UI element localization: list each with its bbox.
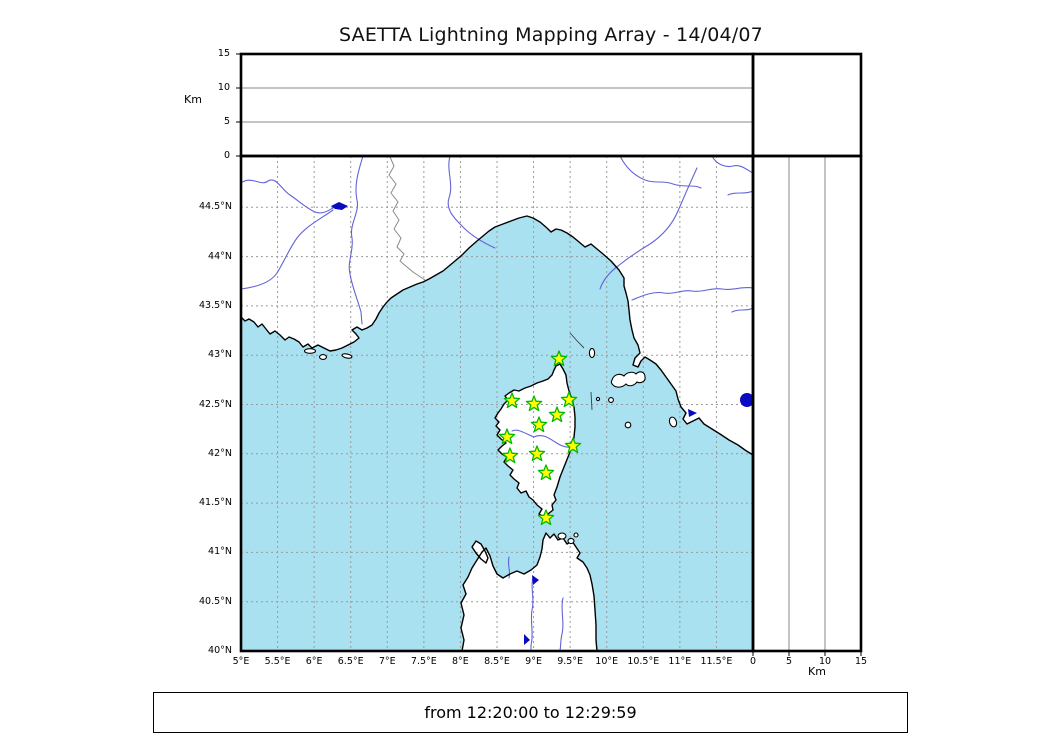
station-marker (525, 395, 543, 412)
altitude-panel-gridlines (788, 156, 826, 651)
station-marker (501, 447, 519, 464)
figure-title: SAETTA Lightning Mapping Array - 14/04/0… (339, 24, 763, 46)
time-range-text: from 12:20:00 to 12:29:59 (424, 703, 637, 722)
lon-tick-label: 5.5°E (264, 656, 291, 667)
lagoon-orbetello (688, 409, 697, 417)
sea-marks (569, 332, 593, 411)
lakes (331, 202, 753, 645)
altitude-panel-gridlines (241, 87, 753, 123)
panel-frames (239, 52, 863, 653)
station-marker (564, 437, 582, 454)
small-islands (303, 347, 678, 545)
corner-box (753, 54, 861, 156)
lake-serre-poncon (331, 202, 348, 210)
lon-tick-label: 8°E (452, 656, 469, 667)
altitude-axis-label-left: Km (184, 93, 202, 106)
station-marker (530, 416, 548, 433)
lake-coghinas (532, 575, 539, 585)
station-markers (498, 350, 582, 526)
station-marker (560, 391, 578, 408)
alt-tick-label-left: 5 (223, 116, 230, 127)
altitude-latitude-panel (753, 156, 861, 651)
lon-tick-label: 8.5°E (484, 656, 510, 667)
altitude-longitude-panel (241, 54, 753, 156)
lat-tick-label: 41°N (208, 546, 232, 558)
alt-tick-label-right: 10 (818, 656, 832, 667)
lat-tick-label: 44°N (208, 250, 232, 262)
alt-tick-label-left: 10 (217, 82, 230, 93)
station-marker (548, 406, 566, 423)
lon-tick-label: 10°E (595, 656, 619, 667)
alt-tick-label-right: 5 (785, 656, 793, 667)
lat-tick-label: 40°N (208, 645, 232, 656)
lat-tick-label: 43.5°N (198, 299, 232, 311)
lon-tick-label: 10.5°E (627, 656, 660, 667)
lat-tick-label: 41.5°N (198, 497, 232, 509)
country-border (388, 156, 426, 281)
alt-tick-label-left: 15 (217, 48, 230, 59)
lon-tick-label: 11.5°E (700, 656, 733, 667)
station-marker (537, 464, 555, 481)
lat-tick-label: 40.5°N (198, 595, 232, 607)
lon-tick-label: 11°E (668, 656, 692, 667)
lon-tick-label: 7°E (378, 656, 396, 667)
station-marker (528, 445, 546, 462)
time-range-box: from 12:20:00 to 12:29:59 (153, 692, 908, 733)
station-marker (503, 392, 521, 409)
lat-tick-label: 42.5°N (198, 398, 232, 410)
station-marker (550, 350, 568, 367)
station-marker (498, 428, 516, 445)
lon-tick-label: 6°E (305, 656, 323, 667)
altitude-axis-label-right: Km (808, 665, 826, 678)
lake-bolsena (740, 393, 753, 407)
lon-tick-label: 9°E (525, 656, 542, 667)
station-marker (537, 509, 555, 526)
lon-tick-label: 7.5°E (410, 656, 437, 667)
map-panel (241, 156, 753, 651)
lat-tick-label: 44.5°N (198, 201, 232, 213)
alt-tick-label-left: 0 (223, 150, 230, 161)
alt-tick-label-right: 15 (854, 656, 868, 667)
lat-tick-label: 43°N (208, 349, 232, 361)
lon-tick-label: 6.5°E (337, 656, 364, 667)
lon-tick-label: 5°E (232, 656, 250, 667)
alt-tick-label-right: 0 (749, 656, 757, 667)
lon-tick-label: 9.5°E (557, 656, 584, 667)
lat-tick-label: 42°N (208, 447, 232, 459)
lake-omodeo (524, 634, 530, 645)
